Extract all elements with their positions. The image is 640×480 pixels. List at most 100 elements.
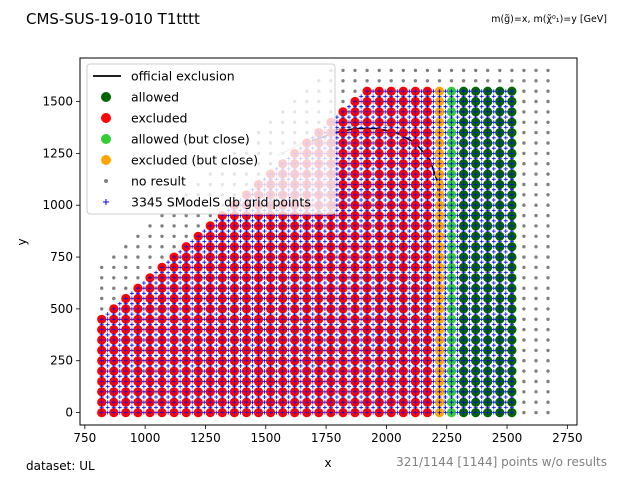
smodels-grid-point (455, 208, 460, 213)
smodels-grid-point (286, 348, 291, 353)
smodels-grid-point (395, 198, 400, 202)
smodels-grid-point (371, 213, 376, 218)
smodels-grid-point (479, 192, 484, 197)
smodels-grid-point (359, 410, 364, 415)
smodels-grid-point (359, 358, 364, 363)
smodels-grid-point (166, 338, 171, 342)
smodels-grid-point (298, 223, 303, 228)
smodels-grid-point (328, 384, 333, 389)
smodels-grid-point (395, 249, 400, 254)
smodels-grid-point (316, 223, 321, 228)
smodels-grid-point (154, 405, 158, 410)
smodels-grid-point (359, 156, 364, 161)
smodels-grid-point (244, 244, 249, 249)
smodels-grid-point (154, 348, 158, 353)
smodels-grid-point (383, 229, 388, 234)
smodels-grid-point (341, 260, 345, 265)
smodels-grid-point (178, 312, 183, 317)
smodels-grid-point (250, 363, 255, 368)
smodels-grid-point (148, 358, 152, 363)
smodels-grid-point (353, 208, 357, 213)
smodels-grid-point (129, 374, 134, 379)
no-result-point (353, 68, 357, 73)
smodels-grid-point (292, 400, 297, 405)
no-result-point (546, 359, 550, 363)
smodels-grid-point (383, 249, 388, 254)
smodels-grid-point (226, 363, 231, 368)
smodels-grid-point (347, 400, 351, 405)
smodels-grid-point (226, 379, 231, 384)
smodels-grid-point (262, 358, 267, 363)
smodels-grid-point (238, 379, 243, 384)
smodels-grid-point (316, 343, 321, 348)
smodels-grid-point (154, 281, 158, 285)
smodels-grid-point (160, 317, 164, 322)
smodels-grid-point (371, 125, 376, 130)
smodels-grid-point (256, 270, 261, 275)
smodels-grid-point (359, 400, 364, 405)
smodels-grid-point (232, 223, 237, 228)
smodels-grid-point (256, 332, 261, 337)
smodels-grid-point (208, 395, 213, 399)
smodels-grid-point (491, 115, 496, 120)
smodels-grid-point (383, 281, 388, 285)
smodels-grid-point (256, 281, 261, 285)
smodels-grid-point (214, 275, 219, 280)
no-result-point (522, 99, 526, 104)
smodels-grid-point (353, 166, 357, 171)
smodels-grid-point (389, 379, 394, 384)
smodels-grid-point (389, 166, 394, 171)
smodels-grid-point (334, 244, 339, 249)
smodels-grid-point (395, 363, 400, 368)
smodels-grid-point (419, 363, 424, 368)
legend-marker-dot (101, 155, 111, 165)
smodels-grid-point (431, 410, 436, 415)
smodels-grid-point (202, 332, 207, 337)
no-result-point (534, 379, 538, 384)
smodels-grid-point (431, 260, 436, 265)
smodels-grid-point (328, 239, 333, 244)
smodels-grid-point (395, 296, 400, 301)
smodels-grid-point (238, 275, 243, 280)
smodels-grid-point (250, 327, 255, 332)
no-result-point (124, 276, 128, 280)
smodels-grid-point (208, 410, 213, 415)
smodels-grid-point (154, 358, 158, 363)
smodels-grid-point (383, 343, 388, 348)
smodels-grid-point (467, 358, 472, 363)
smodels-grid-point (220, 358, 225, 363)
smodels-grid-point (172, 301, 177, 306)
smodels-grid-point (172, 291, 177, 296)
smodels-grid-point (383, 410, 388, 415)
smodels-grid-point (365, 270, 370, 275)
smodels-grid-point (359, 218, 364, 223)
smodels-grid-point (328, 322, 333, 327)
smodels-grid-point (365, 358, 370, 363)
smodels-grid-point (347, 343, 351, 348)
smodels-grid-point (154, 301, 158, 306)
no-result-point (112, 255, 116, 259)
smodels-grid-point (208, 327, 213, 332)
smodels-grid-point (166, 400, 171, 405)
smodels-grid-point (401, 218, 406, 223)
smodels-grid-point (371, 275, 376, 280)
smodels-grid-point (347, 120, 351, 125)
smodels-grid-point (190, 374, 195, 379)
smodels-grid-point (341, 405, 345, 410)
smodels-grid-point (359, 115, 364, 120)
smodels-grid-point (166, 348, 171, 353)
smodels-grid-point (292, 301, 297, 306)
smodels-grid-point (455, 120, 460, 125)
smodels-grid-point (196, 249, 201, 254)
smodels-grid-point (214, 239, 219, 244)
smodels-grid-point (280, 312, 285, 317)
smodels-grid-point (401, 332, 406, 337)
smodels-grid-point (491, 291, 496, 296)
smodels-grid-point (347, 213, 351, 218)
smodels-grid-point (184, 410, 189, 415)
legend-marker-small-dot (104, 179, 108, 183)
smodels-grid-point (328, 327, 333, 332)
smodels-grid-point (316, 301, 321, 306)
smodels-grid-point (365, 177, 370, 182)
smodels-grid-point (401, 348, 406, 353)
